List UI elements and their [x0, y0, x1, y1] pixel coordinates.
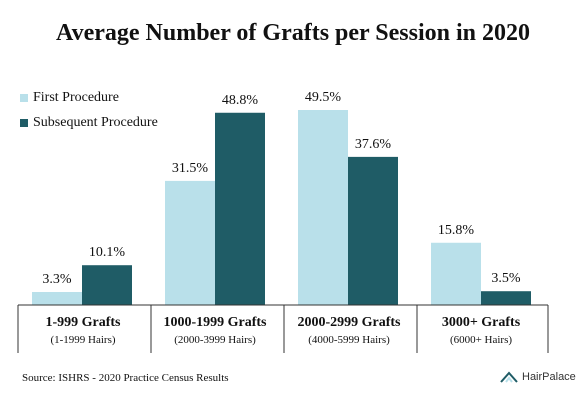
hairpalace-logo-icon — [500, 371, 518, 383]
source-note: Source: ISHRS - 2020 Practice Census Res… — [22, 372, 229, 384]
legend-item-subsequent: Subsequent Procedure — [20, 115, 158, 131]
data-label-subsequent-4: 3.5% — [491, 271, 521, 286]
data-label-first-1: 3.3% — [42, 272, 72, 287]
category-name: 1-999 Grafts — [45, 315, 121, 330]
legend-label-first: First Procedure — [33, 90, 119, 105]
legend-item-first: First Procedure — [20, 90, 119, 106]
bar-subsequent-2 — [215, 112, 265, 306]
data-label-first-3: 49.5% — [305, 90, 342, 105]
legend-label-subsequent: Subsequent Procedure — [33, 115, 158, 130]
data-label-subsequent-3: 37.6% — [355, 137, 392, 152]
category-sublabel: (1-1999 Hairs) — [50, 334, 116, 346]
data-label-subsequent-1: 10.1% — [89, 245, 126, 260]
bar-first-2 — [165, 180, 215, 305]
bar-subsequent-1 — [82, 265, 132, 305]
category-sublabel: (4000-5999 Hairs) — [308, 334, 390, 346]
brand-name: HairPalace — [522, 371, 576, 383]
category-name: 3000+ Grafts — [441, 315, 521, 330]
data-label-subsequent-2: 48.8% — [222, 93, 259, 108]
category-name: 2000-2999 Grafts — [297, 315, 401, 330]
category-sublabel: (2000-3999 Hairs) — [174, 334, 256, 346]
bar-first-1 — [32, 292, 82, 305]
chart-title: Average Number of Grafts per Session in … — [56, 20, 530, 46]
bar-subsequent-3 — [348, 156, 398, 305]
category-label-1: 1-999 Grafts (1-1999 Hairs) — [18, 315, 148, 346]
bar-first-4 — [431, 242, 481, 305]
legend-swatch-subsequent — [20, 119, 28, 127]
category-sublabel: (6000+ Hairs) — [449, 334, 513, 346]
data-label-first-4: 15.8% — [438, 223, 475, 238]
brand: HairPalace — [500, 371, 576, 383]
category-name: 1000-1999 Grafts — [163, 315, 267, 330]
bar-first-3 — [298, 110, 348, 305]
bar-subsequent-4 — [481, 291, 531, 305]
category-label-3: 2000-2999 Grafts (4000-5999 Hairs) — [284, 315, 414, 346]
data-label-first-2: 31.5% — [172, 161, 209, 176]
category-label-4: 3000+ Grafts (6000+ Hairs) — [416, 315, 546, 346]
legend-swatch-first — [20, 94, 28, 102]
category-label-2: 1000-1999 Grafts (2000-3999 Hairs) — [150, 315, 280, 346]
